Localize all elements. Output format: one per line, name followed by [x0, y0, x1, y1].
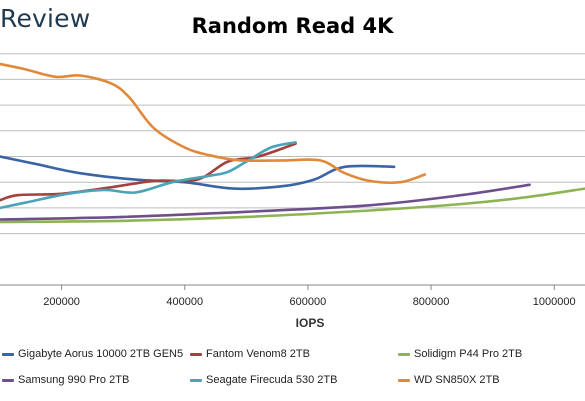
legend-label-0: Gigabyte Aorus 10000 2TB GEN5: [18, 348, 184, 360]
series-lines: [0, 62, 585, 224]
legend-swatch-0: [2, 352, 14, 356]
series-line-0: [0, 155, 396, 191]
series-line-1: [0, 142, 297, 202]
legend-swatch-1: [190, 352, 202, 356]
axes: [0, 284, 585, 290]
legend-label-4: Seagate Firecuda 530 2TB: [206, 374, 338, 386]
brand-logo: Review: [0, 4, 91, 33]
x-axis-label: IOPS: [295, 316, 325, 330]
legend-item-2: Solidigm P44 Pro 2TB: [398, 348, 522, 360]
legend-swatch-5: [398, 378, 410, 382]
legend-label-1: Fantom Venom8 2TB: [206, 348, 310, 360]
x-tick-labels: 200000 400000 600000 800000 1000000: [43, 296, 575, 308]
series-line-5: [0, 62, 427, 184]
series-line-3: [0, 183, 531, 221]
gridlines: [0, 53, 585, 235]
legend-item-1: Fantom Venom8 2TB: [190, 348, 310, 360]
series-line-4: [0, 141, 297, 210]
series-line-2: [0, 187, 585, 224]
legend-label-2: Solidigm P44 Pro 2TB: [414, 348, 523, 360]
chart-title: Random Read 4K: [191, 14, 394, 38]
legend-swatch-3: [2, 378, 14, 382]
x-tick-label-1: 400000: [166, 296, 203, 308]
legend-item-0: Gigabyte Aorus 10000 2TB GEN5: [2, 348, 183, 360]
x-tick-label-0: 200000: [43, 296, 80, 308]
x-tick-label-4: 1000000: [533, 296, 576, 308]
legend-label-3: Samsung 990 Pro 2TB: [18, 374, 130, 386]
x-tick-label-3: 800000: [413, 296, 450, 308]
legend-item-5: WD SN850X 2TB: [398, 374, 500, 386]
legend-item-4: Seagate Firecuda 530 2TB: [190, 374, 337, 386]
legend-label-5: WD SN850X 2TB: [414, 374, 500, 386]
legend-item-3: Samsung 990 Pro 2TB: [2, 374, 129, 386]
chart-legend: Gigabyte Aorus 10000 2TB GEN5 Fantom Veno…: [0, 346, 585, 398]
x-tick-label-2: 600000: [290, 296, 327, 308]
legend-swatch-4: [190, 378, 202, 382]
legend-swatch-2: [398, 352, 410, 356]
